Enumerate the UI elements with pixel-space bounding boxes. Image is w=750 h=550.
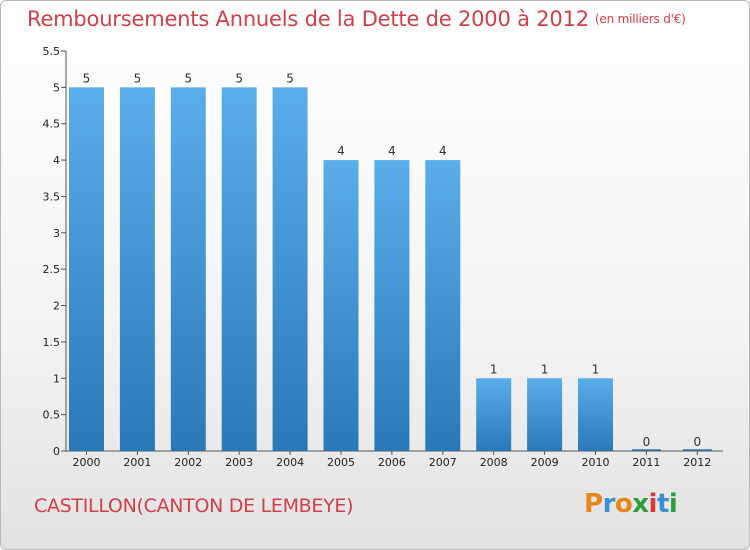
bar [374, 160, 410, 451]
data-label: 1 [592, 362, 600, 376]
logo-letter: i [648, 489, 658, 519]
commune-name: CASTILLON(CANTON DE LEMBEYE) [34, 495, 354, 517]
proxiti-logo: Proxiti [584, 489, 678, 519]
y-tick-label: 3 [53, 227, 60, 240]
logo-letter: x [632, 489, 649, 519]
chart-title: Remboursements Annuels de la Dette de 20… [27, 7, 686, 31]
y-tick-label: 0.5 [43, 409, 61, 422]
x-tick-label: 2002 [174, 456, 202, 469]
x-tick-label: 2003 [225, 456, 253, 469]
x-tick-label: 2006 [378, 456, 406, 469]
chart-title-text: Remboursements Annuels de la Dette de 20… [27, 7, 589, 31]
y-tick-label: 1 [53, 372, 60, 385]
bar [578, 378, 613, 451]
x-tick-label: 2010 [582, 456, 610, 469]
data-label: 4 [439, 144, 447, 158]
bar [527, 378, 563, 451]
bar [69, 87, 104, 451]
x-tick-label: 2012 [683, 456, 711, 469]
data-label: 4 [337, 144, 345, 158]
y-tick-label: 5 [53, 81, 60, 94]
bar [323, 160, 359, 451]
x-tick-label: 2011 [632, 456, 660, 469]
logo-letter: r [602, 489, 616, 519]
data-label: 0 [693, 435, 701, 449]
data-label: 0 [643, 435, 651, 449]
logo-letter: t [656, 489, 669, 519]
data-label: 5 [184, 71, 192, 85]
y-tick-label: 4.5 [43, 118, 61, 131]
y-tick-label: 2 [53, 300, 60, 313]
bar [170, 87, 206, 451]
bar [425, 160, 461, 451]
x-tick-label: 2004 [276, 456, 304, 469]
x-tick-label: 2008 [480, 456, 508, 469]
data-label: 5 [286, 71, 294, 85]
x-tick-label: 2009 [531, 456, 559, 469]
bar [272, 87, 308, 451]
bar [476, 378, 512, 451]
y-tick-label: 1.5 [43, 336, 61, 349]
y-tick-label: 5.5 [43, 45, 61, 58]
data-label: 5 [134, 71, 142, 85]
x-tick-label: 2005 [327, 456, 355, 469]
data-label: 1 [541, 362, 549, 376]
logo-letter: o [614, 489, 633, 519]
data-label: 5 [235, 71, 243, 85]
y-tick-label: 3.5 [43, 190, 61, 203]
x-tick-label: 2007 [429, 456, 457, 469]
bar [221, 87, 257, 451]
bar [119, 87, 155, 451]
x-tick-label: 2000 [73, 456, 101, 469]
data-label: 4 [388, 144, 396, 158]
x-tick-label: 2001 [123, 456, 151, 469]
logo-letter: P [584, 489, 603, 519]
data-label: 5 [83, 71, 91, 85]
data-label: 1 [490, 362, 498, 376]
logo-letter: i [668, 489, 678, 519]
y-tick-label: 4 [53, 154, 60, 167]
y-tick-label: 0 [53, 445, 60, 458]
y-tick-label: 2.5 [43, 263, 61, 276]
unit-label: (en milliers d'€) [594, 12, 686, 26]
